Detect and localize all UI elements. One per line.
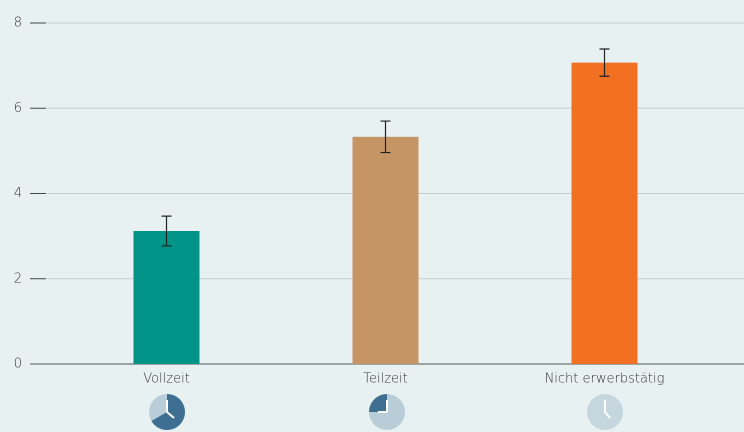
y-tick-label: 0 [14,357,22,372]
error-bar [380,120,391,154]
clock-icon [149,394,185,430]
clock-icon [587,394,623,430]
bar [352,136,419,364]
error-bar [599,48,610,77]
y-tick-label: 2 [14,271,22,286]
clock-icon [369,394,405,430]
bar [133,231,200,364]
clock-icons [149,394,623,430]
x-tick-label: Teilzeit [363,372,407,387]
x-tick-label: Nicht erwerbstätig [545,372,665,387]
y-tick-label: 4 [14,186,22,201]
bar [571,62,638,365]
y-tick-label: 6 [14,101,22,116]
error-bar [161,215,172,247]
x-tick-label: Vollzeit [143,372,190,387]
y-tick-label: 8 [14,16,22,31]
